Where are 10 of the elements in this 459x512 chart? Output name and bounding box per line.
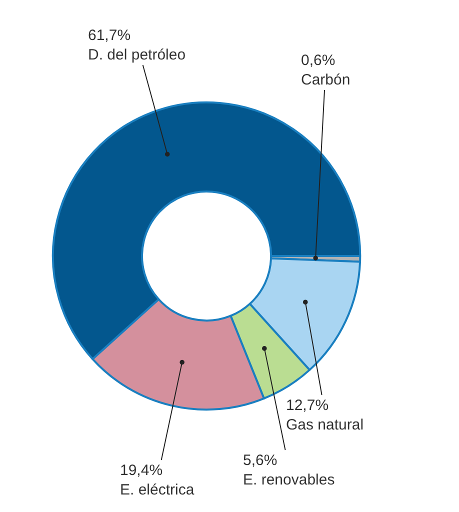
slice-label: E. renovables (243, 472, 335, 488)
slice-label: E. eléctrica (120, 482, 195, 498)
slice-label: Carbón (301, 72, 350, 88)
data-label: 0,6% (301, 52, 336, 69)
slice-label: D. del petróleo (88, 46, 186, 64)
slice-label: Gas natural (286, 416, 364, 434)
data-label: 5,6% (243, 452, 278, 469)
data-label: 61,7% (88, 27, 131, 44)
data-label: 19,4% (120, 462, 163, 479)
data-label: 12,7% (286, 397, 329, 414)
